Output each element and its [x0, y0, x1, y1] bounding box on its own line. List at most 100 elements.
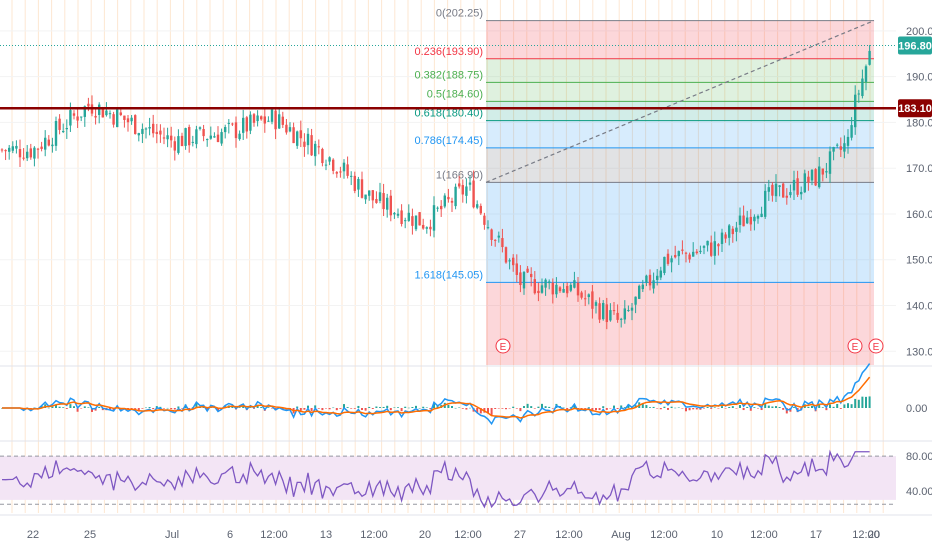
macd-histogram-bar — [523, 406, 525, 408]
macd-histogram-bar — [818, 404, 821, 408]
fib-level-label: 0.236(193.90) — [415, 46, 484, 58]
macd-histogram-bar — [479, 408, 482, 414]
price-axis-tick: 150.00 — [906, 255, 932, 267]
candle — [270, 109, 274, 122]
candle — [112, 114, 115, 125]
macd-histogram-bar — [569, 407, 572, 408]
macd-histogram-bar — [173, 408, 176, 410]
macd-histogram-bar — [613, 405, 615, 408]
macd-histogram-bar — [231, 406, 234, 408]
macd-histogram-bar — [76, 408, 79, 412]
candle — [364, 194, 367, 200]
candle — [72, 113, 76, 116]
candle — [706, 240, 709, 246]
macd-histogram-bar — [760, 408, 763, 411]
candle — [530, 273, 533, 278]
macd-histogram-bar — [868, 396, 871, 408]
fib-level-label: 0.5(184.60) — [427, 88, 483, 100]
time-axis-tick: 12:00 — [454, 529, 482, 541]
macd-histogram-bar — [357, 405, 360, 408]
candle — [436, 207, 439, 209]
candle — [796, 178, 799, 195]
macd-histogram-bar — [91, 408, 93, 412]
candle — [573, 280, 576, 288]
candle — [821, 168, 824, 175]
candle — [404, 220, 407, 222]
price-labels: 196.80 183.10 — [898, 36, 932, 118]
macd-histogram-bar — [418, 407, 421, 409]
candle — [562, 289, 565, 293]
candle — [656, 275, 659, 280]
macd-histogram-bar — [634, 405, 637, 408]
candle — [180, 135, 184, 147]
earnings-marker-icon — [495, 338, 511, 354]
candle — [382, 193, 385, 210]
candle — [314, 143, 317, 157]
macd-histogram-bar — [775, 406, 777, 408]
macd-histogram-bar — [339, 408, 342, 409]
candle — [540, 285, 544, 293]
macd-histogram-bar — [850, 404, 853, 408]
candle — [594, 302, 598, 306]
macd-histogram-bar — [332, 407, 335, 409]
candle — [760, 213, 763, 217]
macd-histogram-bar — [415, 405, 417, 408]
candle — [504, 247, 508, 263]
candle — [818, 166, 821, 188]
candle — [695, 251, 698, 254]
candle — [310, 135, 313, 156]
macd-histogram-bar — [674, 407, 677, 409]
candle — [738, 215, 742, 225]
horizontal-line-183[interactable] — [0, 45, 896, 110]
candle — [278, 114, 281, 129]
candle — [612, 310, 616, 312]
fib-band — [486, 147, 874, 183]
candlestick-series — [0, 44, 871, 330]
macd-histogram-bar — [688, 408, 691, 411]
candle — [306, 133, 310, 146]
candle — [170, 135, 173, 141]
candle — [623, 308, 626, 320]
candle — [375, 199, 378, 203]
macd-histogram-bar — [407, 407, 410, 409]
candle — [299, 130, 302, 139]
candle — [371, 190, 374, 201]
candle — [728, 225, 731, 238]
macd-histogram-bar — [508, 408, 511, 409]
macd-histogram-bar — [317, 408, 320, 409]
candle — [522, 272, 526, 289]
candle — [519, 272, 522, 286]
candle — [292, 127, 295, 144]
candle — [69, 110, 72, 126]
candle — [123, 115, 126, 120]
candle — [666, 253, 670, 264]
macd-pane — [1, 363, 871, 426]
fib-band — [486, 182, 874, 283]
macd-histogram-bar — [177, 406, 180, 408]
macd-histogram-bar — [137, 408, 140, 412]
candle — [134, 115, 137, 134]
candle — [252, 114, 256, 123]
macd-histogram-bar — [152, 408, 155, 410]
candle — [450, 200, 454, 203]
macd-histogram-bar — [299, 408, 302, 411]
candle — [296, 131, 299, 146]
candle — [569, 284, 572, 291]
fib-level-label: 0.382(188.75) — [415, 69, 484, 81]
candle — [652, 280, 655, 289]
candle — [753, 216, 756, 222]
candle — [566, 285, 569, 294]
time-axis-tick: 22 — [27, 529, 39, 541]
time-axis-tick: 20 — [419, 529, 431, 541]
price-axis-tick: 170.00 — [906, 163, 932, 175]
fib-retracement[interactable]: 0(202.25) 0.236(193.90) 0.382(188.75) 0.5(1… — [415, 8, 884, 365]
candle — [328, 157, 331, 162]
candle — [512, 257, 515, 266]
macd-histogram-bar — [692, 408, 695, 410]
earnings-marker-icon — [868, 338, 884, 354]
macd-histogram-bar — [69, 404, 72, 408]
candle — [864, 66, 868, 82]
macd-histogram-bar — [811, 405, 813, 408]
candle — [857, 93, 860, 95]
